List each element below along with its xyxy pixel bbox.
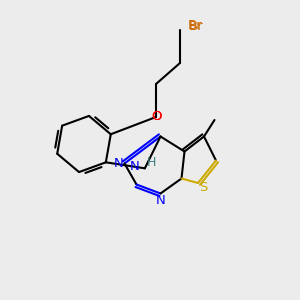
Text: Br: Br: [189, 20, 204, 34]
Text: N: N: [130, 160, 140, 173]
Text: N: N: [114, 157, 124, 170]
Text: H: H: [147, 156, 156, 170]
Text: O: O: [151, 110, 161, 124]
Text: N: N: [156, 194, 165, 208]
Text: O: O: [151, 110, 161, 124]
Text: S: S: [199, 181, 208, 194]
Text: Br: Br: [188, 19, 202, 32]
